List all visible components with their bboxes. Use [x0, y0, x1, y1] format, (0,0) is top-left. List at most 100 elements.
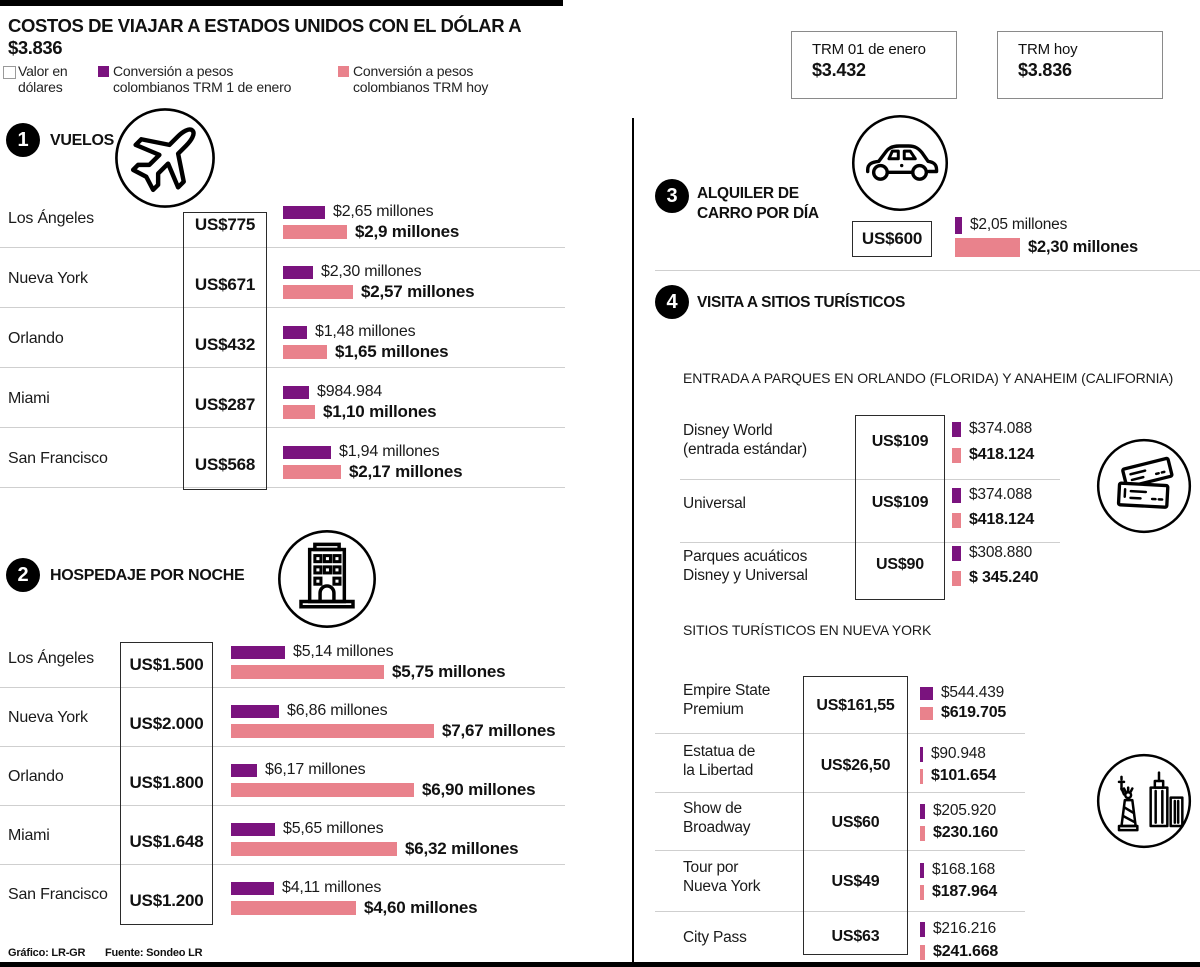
trm-box-hoy: TRM hoy $3.836 [997, 31, 1163, 99]
bar-label-trm-hoy: $6,32 millones [405, 839, 519, 858]
usd-value: US$600 [861, 229, 923, 248]
bar-trm-hoy [283, 225, 347, 239]
row-label: Parques acuáticos Disney y Universal [683, 548, 808, 584]
usd-value: US$26,50 [820, 757, 891, 774]
legend-swatch-trm-hoy [338, 66, 349, 77]
bar-label-trm-hoy: $2,9 millones [355, 222, 460, 241]
trm-hoy-value: $3.836 [1018, 60, 1072, 80]
badge-3: 3 [655, 179, 689, 213]
ny-subtitle: SITIOS TURÍSTICOS EN NUEVA YORK [683, 622, 932, 638]
bar-label-trm-enero: $5,14 millones [293, 643, 394, 660]
bar-label-trm-hoy: $418.124 [969, 511, 1035, 528]
bar-trm-enero [952, 545, 961, 561]
bar-trm-enero [952, 421, 961, 437]
trm-enero-value: $3.432 [812, 60, 866, 80]
footer-source: Fuente: Sondeo LR [105, 947, 203, 959]
usd-column-box [803, 676, 908, 955]
bar-label-trm-enero: $6,86 millones [287, 702, 388, 719]
usd-value: US$671 [194, 275, 256, 294]
bar-label-trm-enero: $216.216 [933, 920, 997, 937]
row-label: Disney World (entrada estándar) [683, 422, 807, 458]
section-visita-title: VISITA A SITIOS TURÍSTICOS [697, 294, 906, 311]
trm-box-enero: TRM 01 de enero $3.432 [791, 31, 957, 99]
bar-trm-enero [283, 325, 307, 339]
usd-value: US$2.000 [129, 714, 204, 733]
bar-trm-enero [920, 686, 933, 700]
usd-value: US$109 [871, 494, 929, 511]
trm-enero-label: TRM 01 de enero [812, 41, 926, 58]
table-row: Los Ángeles US$775 $2,65 millones $2,9 m… [0, 187, 565, 248]
bar-trm-hoy [283, 285, 353, 299]
page-title: COSTOS DE VIAJAR A ESTADOS UNIDOS CON EL… [8, 15, 521, 58]
hotel-icon [275, 527, 379, 631]
bar-label-trm-hoy: $2,17 millones [349, 462, 463, 481]
table-row: Nueva York US$2.000 $6,86 millones $7,67… [0, 687, 565, 747]
bar-trm-hoy [231, 665, 384, 679]
table-row: Los Ángeles US$1.500 $5,14 millones $5,7… [0, 628, 565, 688]
table-row: Nueva York US$671 $2,30 millones $2,57 m… [0, 247, 565, 308]
trm-hoy-label: TRM hoy [1018, 41, 1078, 58]
bar-trm-hoy [952, 512, 961, 528]
bar-trm-enero [955, 216, 962, 234]
bar-label-trm-hoy: $230.160 [933, 824, 999, 841]
table-row: Orlando US$1.800 $6,17 millones $6,90 mi… [0, 746, 565, 806]
bar-label-trm-enero: $1,48 millones [315, 323, 416, 340]
bar-label-trm-enero: $2,30 millones [321, 263, 422, 280]
row-label: Show de Broadway [683, 800, 751, 836]
usd-box-alquiler: US$600 [852, 221, 932, 257]
bar-label-trm-hoy: $187.964 [932, 883, 998, 900]
usd-value: US$432 [194, 335, 256, 354]
row-label: Orlando [8, 768, 64, 785]
usd-value: US$568 [194, 455, 256, 474]
legend-label-trm-hoy: Conversión a pesos colombianos TRM hoy [353, 63, 489, 95]
column-divider [632, 118, 634, 962]
section-alquiler-title: ALQUILER DE CARRO POR DÍA [697, 185, 819, 222]
section-divider [655, 270, 1200, 271]
row-label: Los Ángeles [8, 650, 94, 667]
bar-label-trm-hoy: $1,65 millones [335, 342, 449, 361]
bar-trm-enero [283, 385, 309, 399]
bar-trm-enero [920, 746, 923, 762]
bottom-rule [0, 962, 1200, 967]
row-divider [655, 911, 1025, 912]
hospedaje-table: Los Ángeles US$1.500 $5,14 millones $5,7… [0, 628, 565, 925]
bar-label-trm-enero: $90.948 [931, 745, 986, 762]
bar-trm-enero [231, 822, 275, 836]
bar-label-trm-enero: $1,94 millones [339, 443, 440, 460]
row-divider [680, 479, 1060, 480]
table-row: Miami US$287 $984.984 $1,10 millones [0, 367, 565, 428]
usd-value: US$63 [831, 928, 880, 945]
bar-label-trm-enero: $2,65 millones [333, 203, 434, 220]
table-row: San Francisco US$568 $1,94 millones $2,1… [0, 427, 565, 488]
bar-label-trm-hoy: $1,10 millones [323, 402, 437, 421]
bar-label-trm-hoy: $ 345.240 [969, 569, 1039, 586]
bar-trm-enero [283, 445, 331, 459]
usd-value: US$60 [831, 814, 880, 831]
bar-label-trm-hoy: $4,60 millones [364, 898, 478, 917]
row-label: Nueva York [8, 270, 88, 287]
bar-trm-hoy [231, 842, 397, 856]
usd-value: US$1.200 [129, 891, 204, 910]
legend-label-trm-enero: Conversión a pesos colombianos TRM 1 de … [113, 63, 292, 95]
bar-label-trm-enero: $2,05 millones [970, 216, 1068, 233]
bar-trm-enero [920, 862, 924, 878]
usd-column-box [120, 642, 213, 925]
bar-trm-enero [920, 803, 925, 819]
bar-label-trm-hoy: $619.705 [941, 704, 1007, 721]
new-york-skyline-icon [1094, 751, 1194, 851]
row-label: Los Ángeles [8, 210, 94, 227]
table-row: Miami US$1.648 $5,65 millones $6,32 mill… [0, 805, 565, 865]
badge-2: 2 [6, 558, 40, 592]
airplane-icon [112, 105, 218, 211]
bar-label-trm-hoy: $101.654 [931, 767, 997, 784]
row-label: Orlando [8, 330, 64, 347]
usd-value: US$1.648 [129, 832, 204, 851]
bar-label-trm-hoy: $2,30 millones [1028, 238, 1139, 256]
bar-label-trm-enero: $308.880 [969, 544, 1033, 561]
bar-trm-enero [952, 487, 961, 503]
bar-trm-hoy [283, 405, 315, 419]
legend-label-dollar: Valor en dólares [18, 63, 68, 95]
bar-trm-hoy [920, 706, 933, 720]
bar-trm-hoy [283, 465, 341, 479]
top-rule [0, 0, 563, 6]
